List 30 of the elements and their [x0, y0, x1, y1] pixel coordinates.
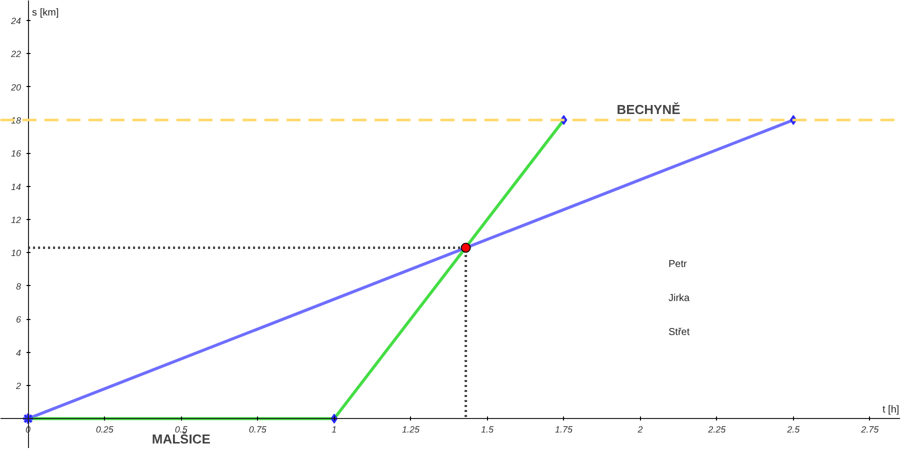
- x-tick-label: 1: [332, 424, 337, 435]
- y-tick-label: 4: [16, 348, 22, 358]
- x-tick-label: 2.75: [860, 424, 880, 435]
- y-tick-label: 2: [15, 380, 22, 391]
- y-tick-label: 6: [16, 314, 22, 325]
- annotation: Petr: [668, 259, 688, 270]
- y-tick-label: 14: [11, 182, 22, 192]
- ref-line-label: BECHYNĚ: [616, 102, 681, 117]
- x-tick-label: 1.75: [555, 424, 574, 435]
- y-tick-label: 24: [10, 16, 22, 26]
- x-tick-label: 0.75: [248, 424, 268, 435]
- x-tick-label: 0.25: [96, 424, 114, 435]
- y-tick-label: 8: [16, 281, 22, 292]
- y-tick-label: 10: [11, 248, 22, 258]
- x-tick-label: 1.25: [402, 424, 420, 435]
- y-tick-label: 22: [10, 49, 22, 60]
- annotation: Jirka: [668, 293, 690, 304]
- point: [22, 412, 34, 425]
- point: [460, 242, 471, 253]
- x-tick-label: 2.5: [786, 424, 801, 435]
- x-tick-label: 2: [636, 424, 643, 435]
- y-tick-label: 16: [11, 148, 22, 159]
- annotation: Střet: [668, 327, 690, 338]
- y-tick-label: 20: [10, 82, 22, 92]
- y-axis-title: s [km]: [32, 8, 59, 18]
- y-tick-label: 12: [11, 215, 22, 226]
- x-tick-label: 2.25: [707, 424, 727, 435]
- x-axis-title: t [h]: [882, 404, 900, 416]
- x-tick-label: 1.5: [480, 424, 494, 435]
- annotation: MALŠICE: [152, 432, 211, 447]
